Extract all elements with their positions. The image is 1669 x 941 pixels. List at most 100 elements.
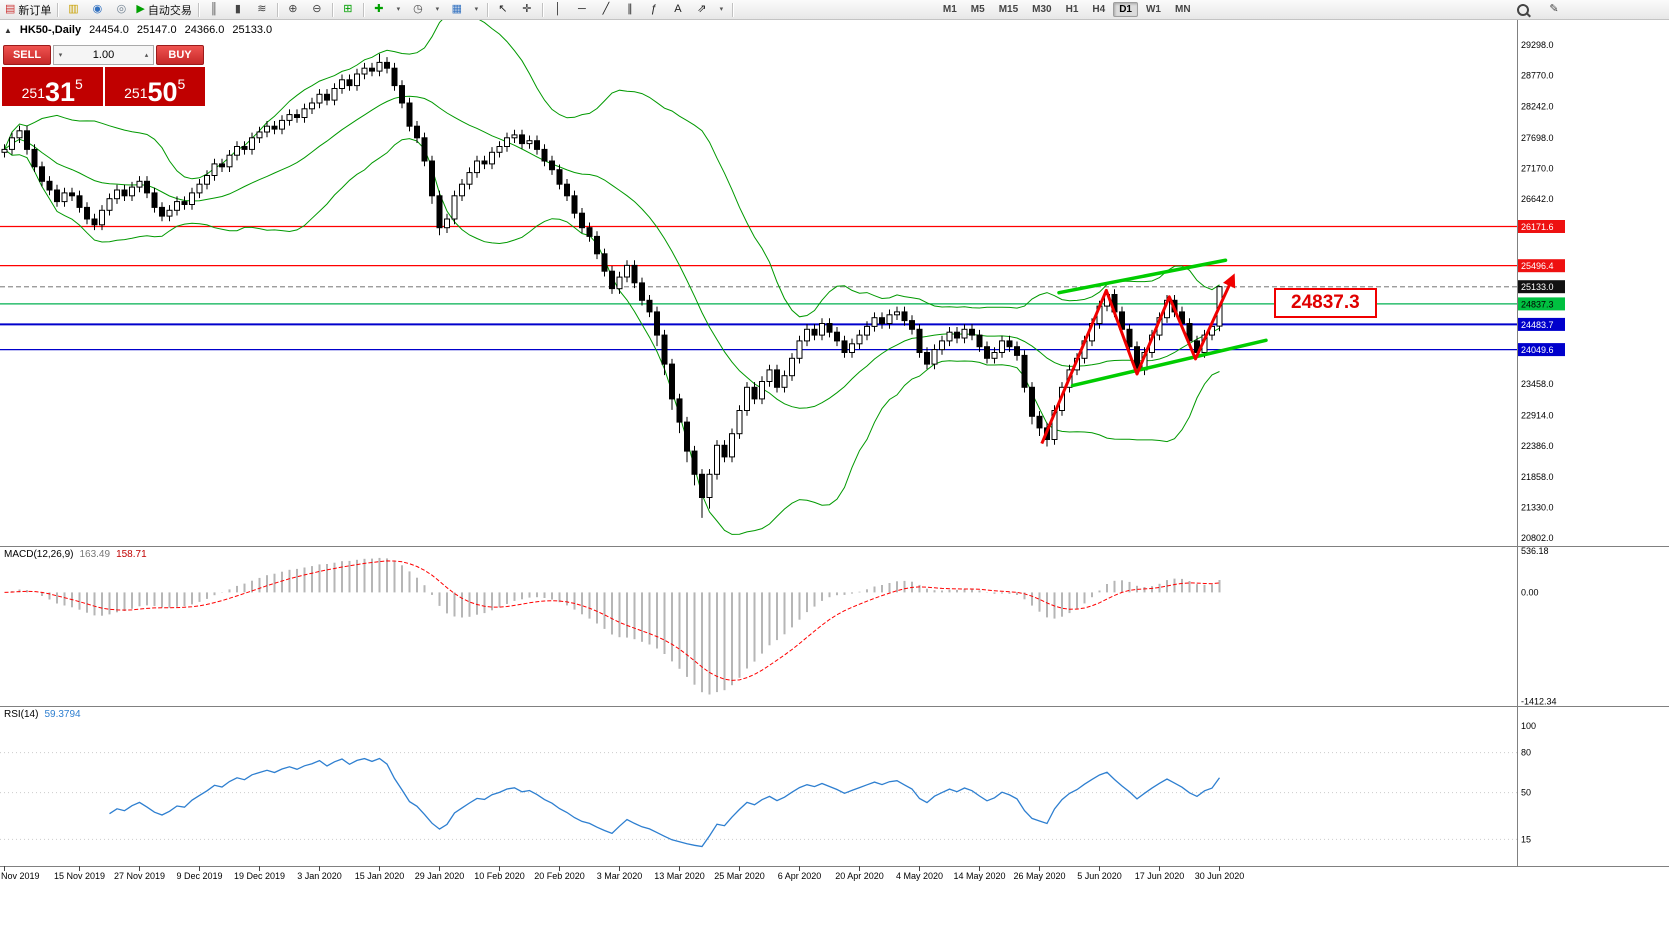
timeframe-h1-button[interactable]: H1 [1065,4,1079,15]
fibonacci-button[interactable]: ƒ [643,1,665,18]
sell-price-frac: 5 [75,76,83,92]
buy-button[interactable]: BUY [156,44,204,65]
buy-price-prefix: 251 [124,85,148,101]
trendline-button[interactable]: ╱ [595,1,617,18]
support-line-24483-tag [1518,317,1565,331]
time-axis-label: 29 Jan 2020 [415,871,465,881]
zoom-out-button[interactable]: ⊖ [306,1,328,18]
toolbar-separator [197,2,199,17]
autotrading-button[interactable]: ▶ 自动交易 [134,1,193,18]
toolbar-right-group: ✎ [1511,1,1566,18]
zoom-in-button[interactable]: ⊕ [282,1,304,18]
crosshair-button[interactable]: ✛ [516,1,538,18]
rsi-line [109,757,1221,848]
support-line-24837-tag [1518,297,1565,311]
time-axis[interactable] [0,867,1669,941]
templates-caret[interactable]: ▾ [470,1,483,18]
macd-header: MACD(12,26,9) 163.49 158.71 [4,549,147,560]
toolbar-separator [331,2,333,17]
new-order-button[interactable]: ▤ 新订单 [3,1,53,18]
vertical-line-button[interactable]: │ [547,1,569,18]
price-axis[interactable] [1517,20,1669,866]
edit-chart-icon-button[interactable]: ✎ [1543,1,1565,18]
tile-windows-icon: ⊞ [343,3,353,15]
text-label-button[interactable]: A [667,1,689,18]
rsi-pane[interactable] [0,752,1517,848]
line-chart-button[interactable]: ≋ [251,1,273,18]
fibonacci-icon: ƒ [650,3,657,15]
macd-pane[interactable] [4,557,1221,695]
chevron-down-icon: ▾ [396,6,401,13]
macd-signal-value: 158.71 [116,549,147,560]
timeframe-m1-button[interactable]: M1 [942,4,957,15]
timeframe-m5-button[interactable]: M5 [970,4,985,15]
vertical-line-icon: │ [554,3,562,15]
main-chart-area[interactable] [0,13,1517,535]
bar-chart-icon: ║ [209,3,218,15]
bollinger-lower-band [4,138,1220,535]
timeframe-m15-button[interactable]: M15 [998,4,1019,15]
search-icon-button[interactable] [1512,1,1534,18]
zigzag-trend-arrow[interactable] [1040,273,1236,445]
volume-decrease-button[interactable]: ▾ [58,51,63,59]
periods-icon: ◷ [413,3,423,15]
time-axis-label: 3 Jan 2020 [297,871,342,881]
sell-price-prefix: 251 [21,85,45,101]
lower-channel-trendline[interactable] [1070,338,1268,388]
price-axis-label: 20802.0 [1521,533,1554,543]
upper-channel-trendline[interactable] [1057,258,1228,295]
arrows-caret[interactable]: ▾ [715,1,728,18]
toolbar-buttons-group: ▤ 新订单 ▥ ◉ ◎ ▶ 自动交易 ║ ▮ ≋ ⊕ ⊖ ⊞ ✚ ▾ ◷ ▾ ▦ ▾ ↖ ✛ │ ─ ╱ ∥ ƒ A ⇗ ▾ [2,0,736,20]
macd-axis-label: 0.00 [1521,587,1539,597]
timeframe-d1-button[interactable]: D1 [1113,2,1138,17]
rsi-name: RSI(14) [4,709,39,720]
time-axis-label: 13 Mar 2020 [654,871,705,881]
support-line-24837-tag-label: 24837.3 [1521,299,1554,309]
time-axis-label: 20 Apr 2020 [835,871,884,881]
arrows-button[interactable]: ⇗ [691,1,713,18]
time-axis-label: 26 May 2020 [1013,871,1065,881]
volume-increase-button[interactable]: ▴ [144,51,149,59]
resistance-line-26171-tag-label: 26171.6 [1521,222,1554,232]
indicators-caret[interactable]: ▾ [392,1,405,18]
text-label-icon: A [674,3,682,15]
symbol-marker-icon: ▲ [4,25,12,35]
market-watch-button[interactable]: ◉ [86,1,108,18]
time-axis-label: 14 May 2020 [953,871,1005,881]
buy-price-big: 50 [147,76,178,107]
volume-control: ▾ 1.00 ▴ [53,44,154,65]
toolbar-separator [731,2,733,17]
price-callout[interactable]: 24837.3 [1274,288,1377,318]
timeframe-m30-button[interactable]: M30 [1032,4,1052,15]
indicators-button[interactable]: ✚ [368,1,390,18]
crosshair-icon: ✛ [522,3,532,15]
candlestick-chart-button[interactable]: ▮ [227,1,249,18]
sell-button[interactable]: SELL [3,44,51,65]
equidistant-channel-button[interactable]: ∥ [619,1,641,18]
data-window-icon: ◎ [116,3,127,15]
rsi-axis-label: 50 [1521,788,1531,798]
data-window-button[interactable]: ◎ [110,1,132,18]
horizontal-line-button[interactable]: ─ [571,1,593,18]
templates-button[interactable]: ▦ [446,1,468,18]
chevron-down-icon: ▾ [435,6,440,13]
time-axis-label: 15 Jan 2020 [355,871,405,881]
cursor-button[interactable]: ↖ [492,1,514,18]
periods-caret[interactable]: ▾ [431,1,444,18]
buy-price-display[interactable]: 251 50 5 [104,67,205,107]
sell-price-display[interactable]: 251 31 5 [2,67,103,106]
resistance-line-25496-tag-label: 25496.4 [1521,261,1554,271]
timeframe-w1-button[interactable]: W1 [1145,4,1161,15]
time-axis-label: Nov 2019 [1,871,40,881]
profiles-button[interactable]: ▥ [62,1,84,18]
tile-windows-button[interactable]: ⊞ [337,1,359,18]
bar-chart-button[interactable]: ║ [203,1,225,18]
equidistant-channel-icon: ∥ [627,3,633,15]
timeframe-mn-button[interactable]: MN [1174,4,1191,15]
volume-input[interactable]: 1.00 [92,48,115,61]
periods-button[interactable]: ◷ [407,1,429,18]
autotrading-play-icon: ▶ [136,3,145,15]
price-axis-label: 28770.0 [1521,71,1554,81]
timeframe-h4-button[interactable]: H4 [1092,4,1106,15]
